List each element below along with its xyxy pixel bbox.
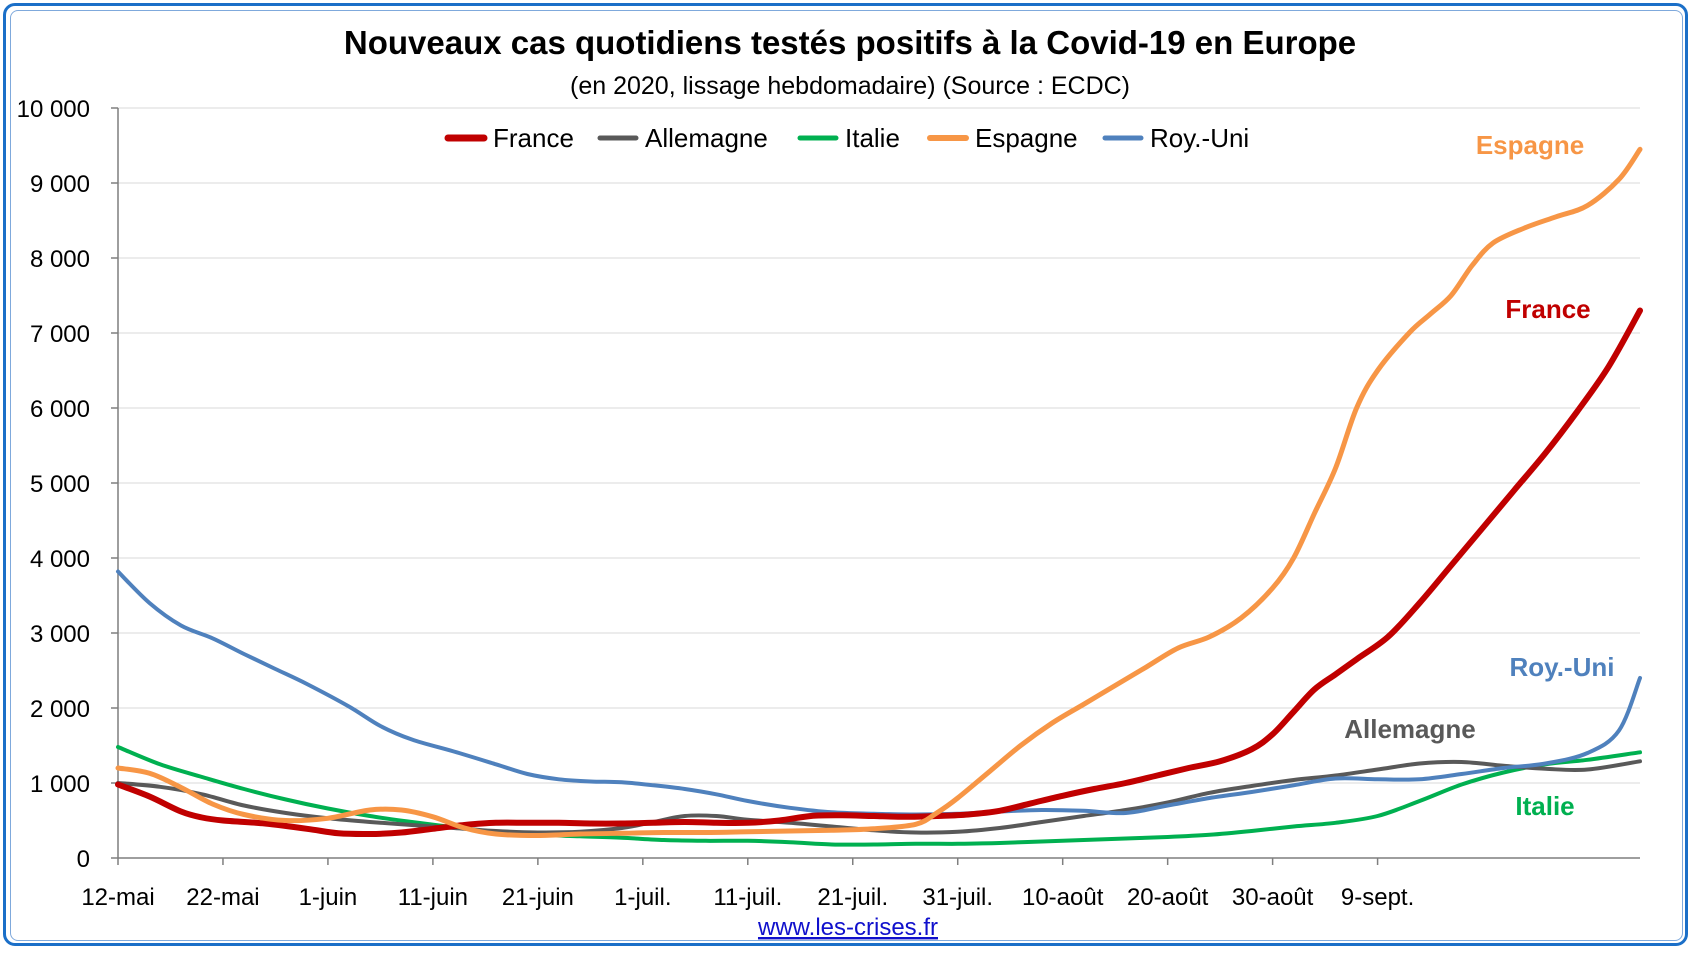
legend-label: Allemagne: [645, 123, 768, 153]
y-axis-ticks: 0 1 000 2 000 3 000 4 000 5 000 6 000 7 000 8 00…: [17, 96, 118, 873]
y-tick-label: 3 000: [30, 621, 90, 648]
y-tick-label: 1 000: [30, 771, 90, 798]
y-tick-label: 5 000: [30, 471, 90, 498]
legend-label: Roy.-Uni: [1150, 123, 1249, 153]
series-end-labels: France Allemagne Italie Espagne Roy.-Uni: [1344, 130, 1614, 821]
x-tick-label: 9-sept.: [1341, 884, 1414, 911]
source-link[interactable]: www.les-crises.fr: [757, 914, 938, 941]
y-tick-label: 9 000: [30, 171, 90, 198]
x-tick-label: 12-mai: [81, 884, 154, 911]
legend: France Allemagne Italie Espagne Roy.-Uni: [444, 123, 1249, 153]
chart-title: Nouveaux cas quotidiens testés positifs …: [344, 24, 1356, 61]
x-tick-label: 11-juil.: [713, 884, 782, 911]
outer-frame: [3, 3, 1688, 946]
y-tick-label: 2 000: [30, 696, 90, 723]
x-tick-label: 11-juin: [398, 884, 468, 911]
x-tick-label: 30-août: [1232, 884, 1314, 911]
legend-label: Espagne: [975, 123, 1078, 153]
y-tick-label: 7 000: [30, 321, 90, 348]
x-tick-label: 20-août: [1127, 884, 1209, 911]
end-label: Allemagne: [1344, 714, 1476, 744]
series-line-5: [116, 569, 1642, 817]
series-line-4: [115, 146, 1643, 838]
end-label: Espagne: [1476, 130, 1584, 160]
chart-subtitle: (en 2020, lissage hebdomadaire) (Source …: [570, 72, 1130, 100]
end-label: France: [1505, 294, 1590, 324]
x-tick-label: 10-août: [1022, 884, 1104, 911]
legend-label: France: [493, 123, 574, 153]
x-tick-label: 21-juin: [502, 884, 574, 911]
end-label: Roy.-Uni: [1510, 652, 1615, 682]
y-tick-label: 4 000: [30, 546, 90, 573]
x-tick-label: 22-mai: [186, 884, 259, 911]
series-line-1: [115, 307, 1643, 838]
gridlines: [118, 107, 1640, 784]
end-label: Italie: [1515, 791, 1574, 821]
series-lines: [115, 146, 1643, 847]
y-tick-label: 0: [77, 846, 90, 873]
y-tick-label: 10 000: [17, 96, 90, 123]
x-tick-label: 1-juin: [299, 884, 358, 911]
inner-frame: [10, 10, 1683, 941]
x-tick-label: 21-juil.: [817, 884, 888, 911]
y-tick-label: 8 000: [30, 246, 90, 273]
series-line-3: [116, 745, 1642, 847]
x-tick-label: 31-juil.: [922, 884, 993, 911]
legend-label: Italie: [845, 123, 900, 153]
x-axis-ticks: 12-mai 22-mai 1-juin 11-juin 21-juin 1-juil. 1…: [81, 858, 1414, 911]
series-line-2: [116, 759, 1642, 835]
y-tick-label: 6 000: [30, 396, 90, 423]
x-tick-label: 1-juil.: [614, 884, 671, 911]
